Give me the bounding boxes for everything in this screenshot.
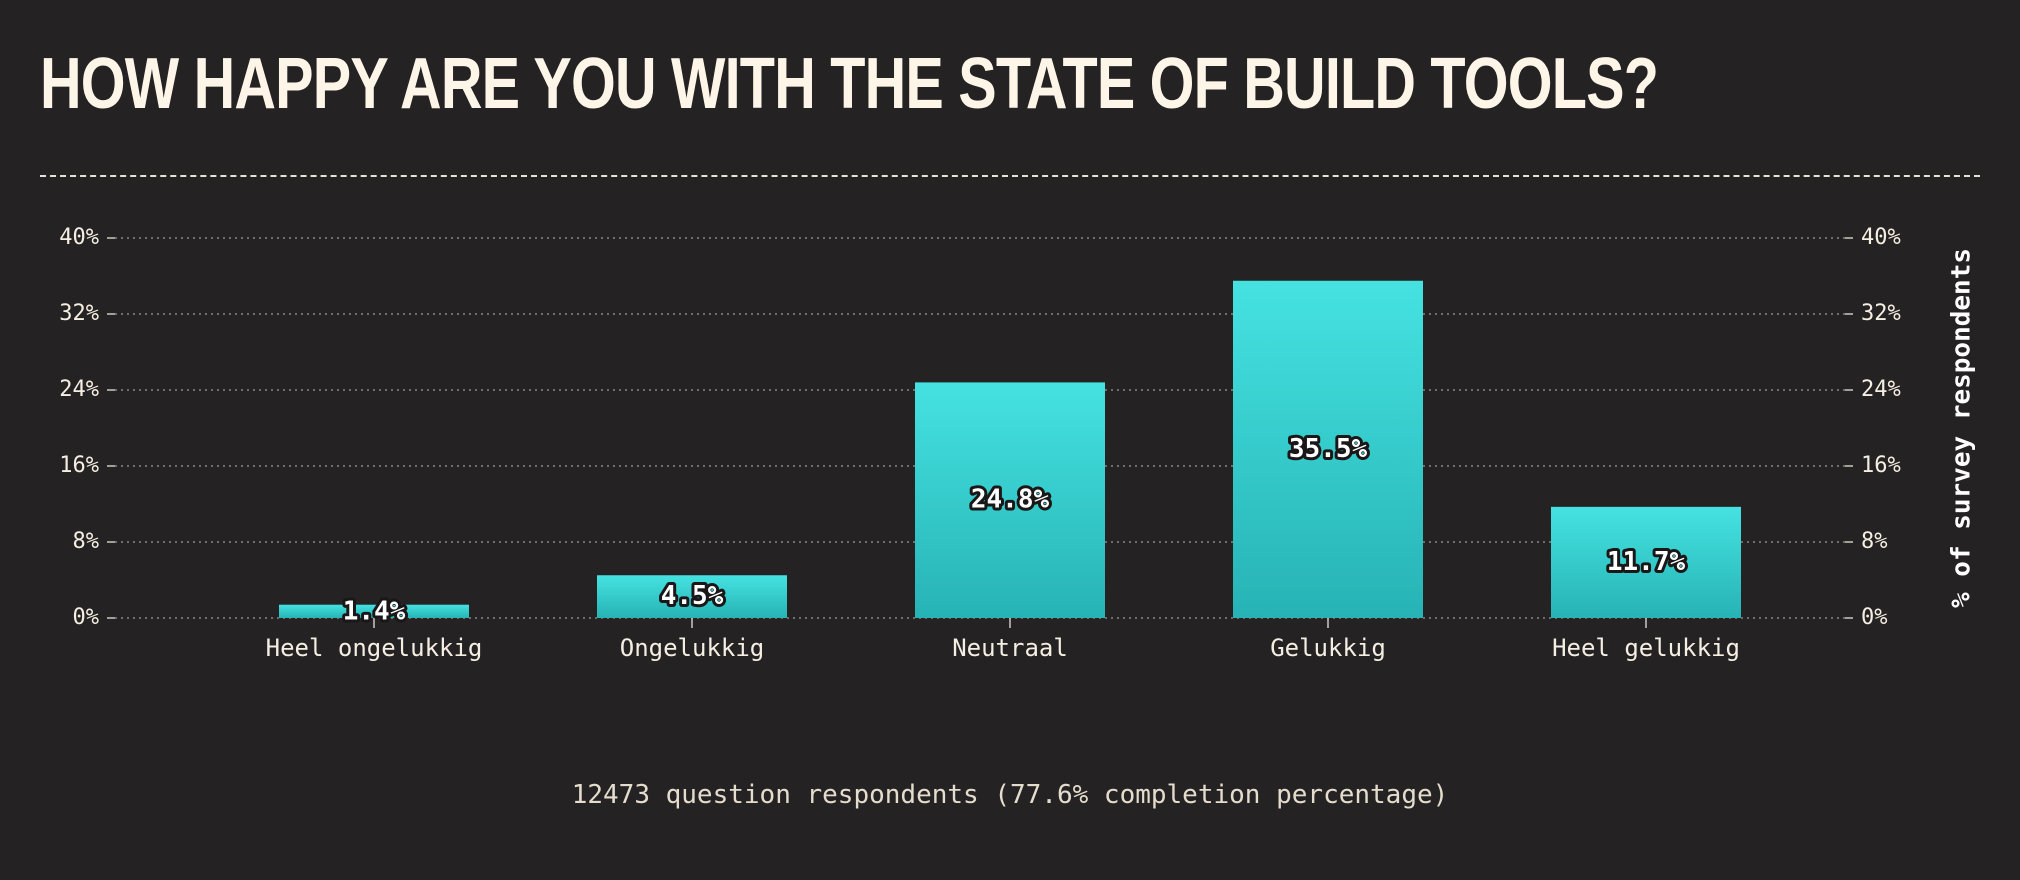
x-tick-label: Gelukkig (1270, 634, 1386, 662)
right-y-tick-label: 32% (1861, 301, 1901, 326)
bars (279, 280, 1741, 618)
bar-neutraal[interactable] (915, 382, 1105, 618)
left-y-tick-label: 0% (73, 605, 100, 630)
left-y-tick-label: 24% (59, 377, 99, 402)
value-labels: 1.4% 4.5% 24.8% 35.5% 11.7% (340, 431, 1689, 630)
left-y-tick-label: 40% (59, 225, 99, 250)
title-divider (40, 175, 1980, 177)
x-tick-label: Heel gelukkig (1552, 634, 1740, 662)
data-label: 1.4% (343, 597, 406, 627)
x-axis: Heel ongelukkig Ongelukkig Neutraal Gelukki… (266, 618, 1740, 662)
chart-title: HOW HAPPY ARE YOU WITH THE STATE OF BUIL… (40, 44, 1659, 124)
left-y-axis: 0% 8% 16% 24% 32% 40% (59, 225, 115, 630)
x-tick-label: Heel ongelukkig (266, 634, 483, 662)
right-y-tick-label: 8% (1861, 529, 1888, 554)
respondents-note: 12473 question respondents (77.6% comple… (571, 780, 1449, 810)
bar-gelukkig[interactable] (1233, 280, 1423, 618)
bar-heel-gelukkig[interactable] (1551, 506, 1741, 618)
x-tick-label: Ongelukkig (620, 634, 765, 662)
x-tick-label: Neutraal (952, 634, 1068, 662)
right-y-tick-label: 24% (1861, 377, 1901, 402)
right-y-axis: 0% 8% 16% 24% 32% 40% (1845, 225, 1901, 630)
y-axis-label: % of survey respondents (1947, 248, 1977, 608)
data-label: 24.8% (971, 485, 1050, 515)
left-y-tick-label: 32% (59, 301, 99, 326)
bar-heel-ongelukkig[interactable] (279, 604, 469, 618)
right-y-tick-label: 0% (1861, 605, 1888, 630)
right-y-tick-label: 16% (1861, 453, 1901, 478)
data-label: 11.7% (1607, 547, 1686, 577)
bar-ongelukkig[interactable] (597, 575, 787, 618)
bar-chart: 0% 8% 16% 24% 32% 40% 0% 8% 16% 24% 32% 40% Heel o… (59, 225, 1977, 662)
data-label: 4.5% (661, 581, 724, 611)
left-y-tick-label: 8% (73, 529, 100, 554)
right-y-tick-label: 40% (1861, 225, 1901, 250)
left-y-tick-label: 16% (59, 453, 99, 478)
data-label: 35.5% (1289, 434, 1368, 464)
